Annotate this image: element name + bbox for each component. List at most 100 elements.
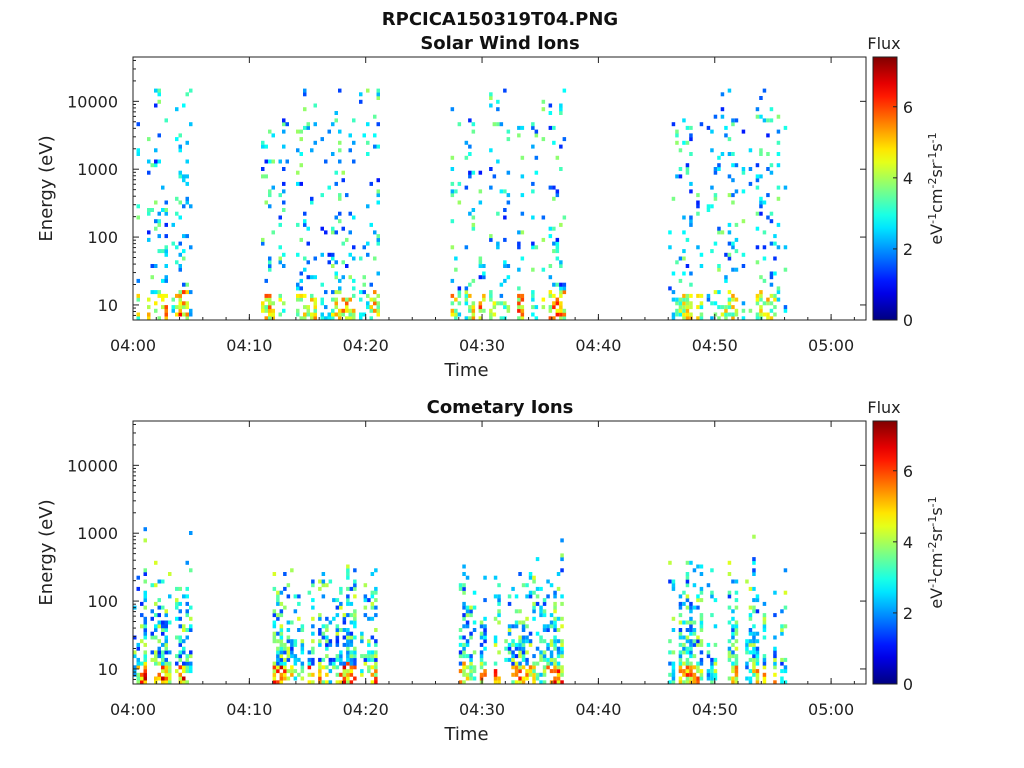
flux-cell xyxy=(346,672,350,677)
flux-cell xyxy=(178,672,182,677)
flux-cell xyxy=(161,650,165,655)
flux-cell xyxy=(164,680,168,685)
flux-cell xyxy=(468,293,472,298)
flux-cell xyxy=(731,267,735,272)
flux-cell xyxy=(671,271,676,276)
flux-cell xyxy=(311,583,315,588)
flux-cell xyxy=(552,301,556,306)
flux-cell xyxy=(349,620,354,625)
flux-cell xyxy=(731,669,735,674)
flux-cell xyxy=(528,631,533,636)
flux-cell xyxy=(168,672,172,677)
flux-cell xyxy=(154,601,158,606)
flux-cell xyxy=(682,305,686,310)
flux-cell xyxy=(450,245,455,250)
flux-cell xyxy=(682,672,686,677)
flux-cell xyxy=(532,575,536,580)
flux-cell xyxy=(178,133,182,138)
y-tick-label: 10 xyxy=(98,660,118,679)
flux-cell xyxy=(717,155,721,160)
flux-cell xyxy=(517,286,521,291)
flux-cell xyxy=(734,297,739,302)
flux-cell xyxy=(752,672,756,677)
flux-cell xyxy=(713,196,718,201)
panel-title: Cometary Ions xyxy=(427,397,574,418)
flux-cell xyxy=(696,605,700,610)
flux-cell xyxy=(776,286,781,291)
flux-cell xyxy=(157,92,161,97)
flux-cell xyxy=(279,601,284,606)
flux-cell xyxy=(766,312,770,317)
flux-cell xyxy=(349,665,354,670)
flux-cell xyxy=(161,620,165,625)
flux-cell xyxy=(366,293,370,298)
flux-cell xyxy=(706,642,711,647)
flux-cell xyxy=(773,654,777,659)
flux-cell xyxy=(675,129,679,134)
flux-cell xyxy=(133,669,137,674)
x-tick-label: 04:50 xyxy=(692,336,738,355)
flux-cell xyxy=(734,631,739,636)
y-axis-label: Energy (eV) xyxy=(36,499,57,605)
flux-cell xyxy=(699,676,704,681)
flux-cell xyxy=(556,669,561,674)
flux-cell xyxy=(360,654,364,659)
flux-cell xyxy=(150,616,154,621)
flux-cell xyxy=(727,152,732,156)
flux-cell xyxy=(283,650,287,655)
flux-cell xyxy=(685,316,690,321)
flux-cell xyxy=(710,129,714,134)
flux-cell xyxy=(271,308,275,313)
flux-cell xyxy=(157,219,161,224)
flux-cell xyxy=(478,264,483,268)
flux-cell xyxy=(472,665,477,670)
flux-cell xyxy=(560,639,564,644)
flux-cell xyxy=(699,590,704,595)
flux-cell xyxy=(773,590,777,595)
flux-cell xyxy=(276,650,280,655)
flux-cell xyxy=(682,669,686,674)
flux-cell xyxy=(376,88,380,93)
flux-cell xyxy=(168,594,172,599)
flux-cell xyxy=(342,628,347,632)
flux-cell xyxy=(482,297,486,302)
flux-cell xyxy=(682,646,686,651)
flux-cell xyxy=(471,278,476,283)
flux-cell xyxy=(299,237,303,242)
flux-cell xyxy=(299,316,303,321)
flux-cell xyxy=(264,174,268,179)
flux-cell xyxy=(479,654,484,659)
flux-cell xyxy=(471,301,476,306)
x-tick-label: 04:10 xyxy=(226,700,272,719)
flux-cell xyxy=(483,672,487,677)
flux-cell xyxy=(497,676,501,681)
flux-cell xyxy=(731,312,735,317)
flux-cell xyxy=(313,301,317,306)
flux-cell xyxy=(341,241,345,246)
flux-cell xyxy=(374,628,378,632)
flux-cell xyxy=(157,654,161,659)
flux-cell xyxy=(689,624,693,629)
flux-cell xyxy=(769,118,774,123)
flux-cell xyxy=(546,579,550,584)
flux-cell xyxy=(553,628,557,632)
flux-cell xyxy=(462,680,466,685)
flux-cell xyxy=(472,628,477,632)
flux-cell xyxy=(745,639,749,644)
flux-cell xyxy=(542,657,547,662)
flux-cell xyxy=(157,88,161,93)
flux-cell xyxy=(689,282,693,287)
flux-cell xyxy=(514,609,519,614)
flux-cell xyxy=(713,598,718,603)
flux-cell xyxy=(724,308,728,313)
flux-cell xyxy=(482,308,486,313)
flux-cell xyxy=(332,657,336,662)
flux-cell xyxy=(520,297,525,302)
flux-cell xyxy=(478,316,483,321)
flux-cell xyxy=(741,189,746,194)
flux-cell xyxy=(143,620,147,625)
flux-cell xyxy=(766,297,770,302)
flux-cell xyxy=(755,661,760,666)
flux-cell xyxy=(143,635,147,640)
flux-cell xyxy=(161,297,165,302)
